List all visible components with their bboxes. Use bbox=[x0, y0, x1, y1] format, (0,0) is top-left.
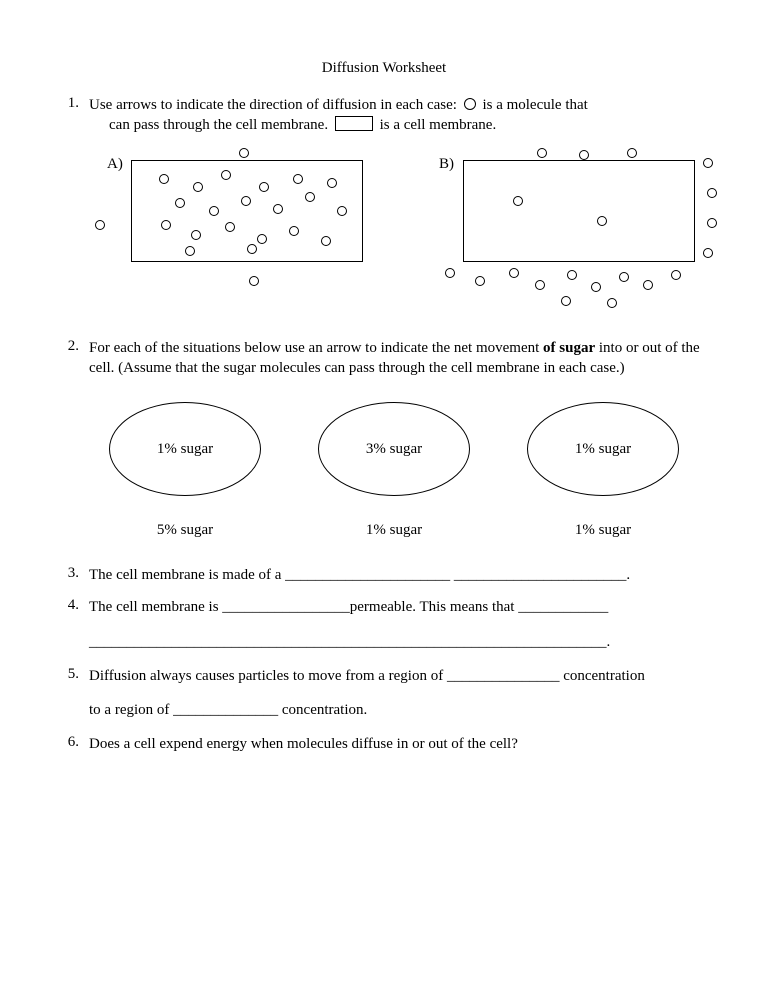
molecule-icon bbox=[561, 296, 571, 306]
molecule-icon bbox=[159, 174, 169, 184]
cell-2-outside: 1% sugar bbox=[304, 522, 484, 539]
molecule-icon bbox=[257, 234, 267, 244]
molecule-icon bbox=[579, 150, 589, 160]
q4-text-a: The cell membrane is _________________pe… bbox=[89, 597, 713, 617]
cell-1-outside: 5% sugar bbox=[95, 522, 275, 539]
q5-text: Diffusion always causes particles to mov… bbox=[89, 666, 713, 721]
molecule-icon bbox=[209, 206, 219, 216]
diagram-a: A) bbox=[89, 148, 371, 308]
cell-3-inside: 1% sugar bbox=[575, 441, 631, 458]
molecule-icon bbox=[627, 148, 637, 158]
molecule-icon bbox=[259, 182, 269, 192]
q1-text-a: Use arrows to indicate the direction of … bbox=[89, 97, 457, 113]
cell-block-2: 3% sugar 1% sugar bbox=[304, 402, 484, 539]
molecule-icon bbox=[175, 198, 185, 208]
q2-text-a: For each of the situations below use an … bbox=[89, 340, 543, 356]
molecule-icon bbox=[321, 236, 331, 246]
diagram-b-label: B) bbox=[439, 156, 454, 173]
molecule-icon bbox=[535, 280, 545, 290]
molecule-icon bbox=[273, 204, 283, 214]
question-4: 4. The cell membrane is ________________… bbox=[55, 597, 713, 652]
molecule-icon bbox=[239, 148, 249, 158]
molecule-icon bbox=[161, 220, 171, 230]
cell-2-inside: 3% sugar bbox=[366, 441, 422, 458]
q6-number: 6. bbox=[55, 734, 89, 754]
q1-text-b: is a molecule that bbox=[482, 97, 587, 113]
cell-block-1: 1% sugar 5% sugar bbox=[95, 402, 275, 539]
molecule-icon bbox=[567, 270, 577, 280]
molecule-icon bbox=[509, 268, 519, 278]
molecule-icon bbox=[225, 222, 235, 232]
page-title: Diffusion Worksheet bbox=[55, 60, 713, 77]
cell-1-inside: 1% sugar bbox=[157, 441, 213, 458]
molecule-icon bbox=[327, 178, 337, 188]
molecule-icon bbox=[241, 196, 251, 206]
q2-number: 2. bbox=[55, 338, 89, 379]
molecule-icon bbox=[703, 248, 713, 258]
molecule-icon bbox=[191, 230, 201, 240]
molecule-icon bbox=[249, 276, 259, 286]
molecule-icon bbox=[591, 282, 601, 292]
q1-number: 1. bbox=[55, 95, 89, 136]
q1-text-c: can pass through the cell membrane. bbox=[109, 117, 328, 133]
molecule-icon bbox=[95, 220, 105, 230]
molecule-icon bbox=[289, 226, 299, 236]
question-3: 3. The cell membrane is made of a ______… bbox=[55, 565, 713, 585]
molecule-icon bbox=[671, 270, 681, 280]
molecule-icon bbox=[293, 174, 303, 184]
molecule-icon bbox=[445, 268, 455, 278]
q6-text: Does a cell expend energy when molecules… bbox=[89, 734, 713, 754]
molecule-icon bbox=[707, 218, 717, 228]
molecule-icon bbox=[475, 276, 485, 286]
question-1: 1. Use arrows to indicate the direction … bbox=[55, 95, 713, 136]
molecule-icon bbox=[305, 192, 315, 202]
cell-row: 1% sugar 5% sugar 3% sugar 1% sugar 1% s… bbox=[95, 402, 693, 539]
molecule-icon bbox=[185, 246, 195, 256]
q4-text-b: ________________________________________… bbox=[89, 632, 713, 652]
molecule-icon bbox=[707, 188, 717, 198]
molecule-icon bbox=[643, 280, 653, 290]
q4-text: The cell membrane is _________________pe… bbox=[89, 597, 713, 652]
molecule-icon bbox=[607, 298, 617, 308]
q5-text-b: to a region of ______________ concentrat… bbox=[89, 700, 713, 720]
q2-text: For each of the situations below use an … bbox=[89, 338, 713, 379]
molecule-icon bbox=[703, 158, 713, 168]
cell-1: 1% sugar bbox=[109, 402, 261, 496]
molecule-icon bbox=[464, 98, 476, 110]
q5-number: 5. bbox=[55, 666, 89, 721]
molecule-icon bbox=[537, 148, 547, 158]
cell-2: 3% sugar bbox=[318, 402, 470, 496]
molecule-icon bbox=[193, 182, 203, 192]
molecule-icon bbox=[221, 170, 231, 180]
membrane-icon bbox=[335, 116, 373, 131]
cell-3-outside: 1% sugar bbox=[513, 522, 693, 539]
membrane-box bbox=[463, 160, 695, 262]
molecule-icon bbox=[619, 272, 629, 282]
molecule-icon bbox=[597, 216, 607, 226]
diagram-b: B) bbox=[431, 148, 713, 308]
q5-text-a: Diffusion always causes particles to mov… bbox=[89, 666, 713, 686]
q3-number: 3. bbox=[55, 565, 89, 585]
q1-text: Use arrows to indicate the direction of … bbox=[89, 95, 713, 136]
molecule-icon bbox=[247, 244, 257, 254]
molecule-icon bbox=[513, 196, 523, 206]
cell-block-3: 1% sugar 1% sugar bbox=[513, 402, 693, 539]
cell-3: 1% sugar bbox=[527, 402, 679, 496]
worksheet-page: Diffusion Worksheet 1. Use arrows to ind… bbox=[0, 0, 768, 807]
question-2: 2. For each of the situations below use … bbox=[55, 338, 713, 379]
question-6: 6. Does a cell expend energy when molecu… bbox=[55, 734, 713, 754]
q1-text-indent: can pass through the cell membrane. is a… bbox=[89, 115, 496, 135]
q4-number: 4. bbox=[55, 597, 89, 652]
question-5: 5. Diffusion always causes particles to … bbox=[55, 666, 713, 721]
q1-text-d: is a cell membrane. bbox=[380, 117, 497, 133]
molecule-icon bbox=[337, 206, 347, 216]
q3-text: The cell membrane is made of a _________… bbox=[89, 565, 713, 585]
diagram-a-label: A) bbox=[107, 156, 123, 173]
q2-text-bold: of sugar bbox=[543, 340, 595, 356]
diagram-row: A) B) bbox=[89, 148, 713, 308]
